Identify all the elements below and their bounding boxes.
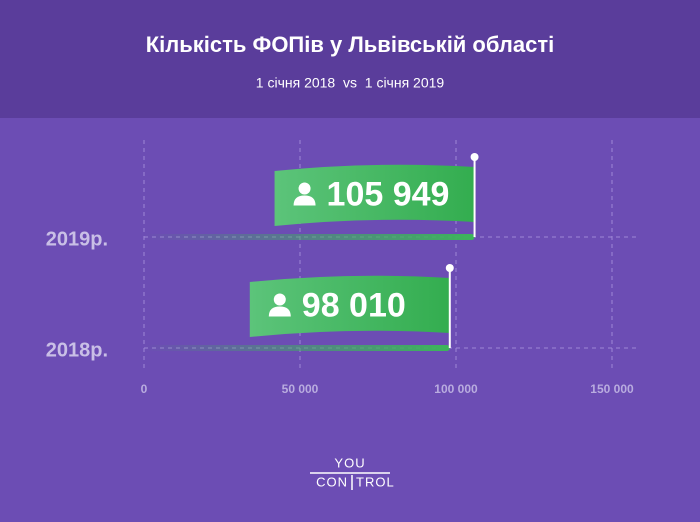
bar [144,234,475,240]
flag [249,275,450,337]
person-icon-body [293,195,316,206]
y-tick-label: 2018р. [46,339,108,361]
person-icon-body [268,306,291,317]
x-tick-label: 50 000 [282,382,319,396]
bar [144,345,450,351]
x-tick-label: 100 000 [434,382,478,396]
chart-subtitle: 1 січня 2018 vs 1 січня 2019 [256,75,445,91]
person-icon-head [298,182,311,195]
flag [274,164,475,226]
brand-top: YOU [334,455,365,470]
brand-bottom: TROL [356,474,395,489]
header [0,0,700,118]
x-tick-label: 0 [141,382,148,396]
chart-title: Кількість ФОПів у Львівській області [146,32,555,57]
value-label: 105 949 [327,175,450,213]
person-icon-head [273,293,286,306]
x-tick-label: 150 000 [590,382,634,396]
value-label: 98 010 [302,286,406,324]
y-tick-label: 2019р. [46,228,108,250]
flag-pole-top [445,264,454,272]
flag-pole-top [470,153,479,161]
brand-bottom: CON [316,474,348,489]
